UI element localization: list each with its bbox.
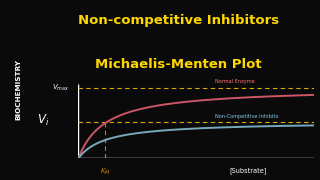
Text: $V_i$: $V_i$ <box>37 113 49 128</box>
Text: $K_M$: $K_M$ <box>100 167 111 177</box>
Text: [Substrate]: [Substrate] <box>229 167 267 174</box>
Text: $V_{max}$: $V_{max}$ <box>52 83 69 93</box>
Text: BIOCHEMISTRY: BIOCHEMISTRY <box>15 60 21 120</box>
Text: Non-competitive Inhibitors: Non-competitive Inhibitors <box>78 14 279 27</box>
Text: Non-Competitive Inhibito: Non-Competitive Inhibito <box>215 114 278 119</box>
Text: Normal Enzyme: Normal Enzyme <box>215 79 255 84</box>
Text: Michaelis-Menten Plot: Michaelis-Menten Plot <box>95 58 262 71</box>
